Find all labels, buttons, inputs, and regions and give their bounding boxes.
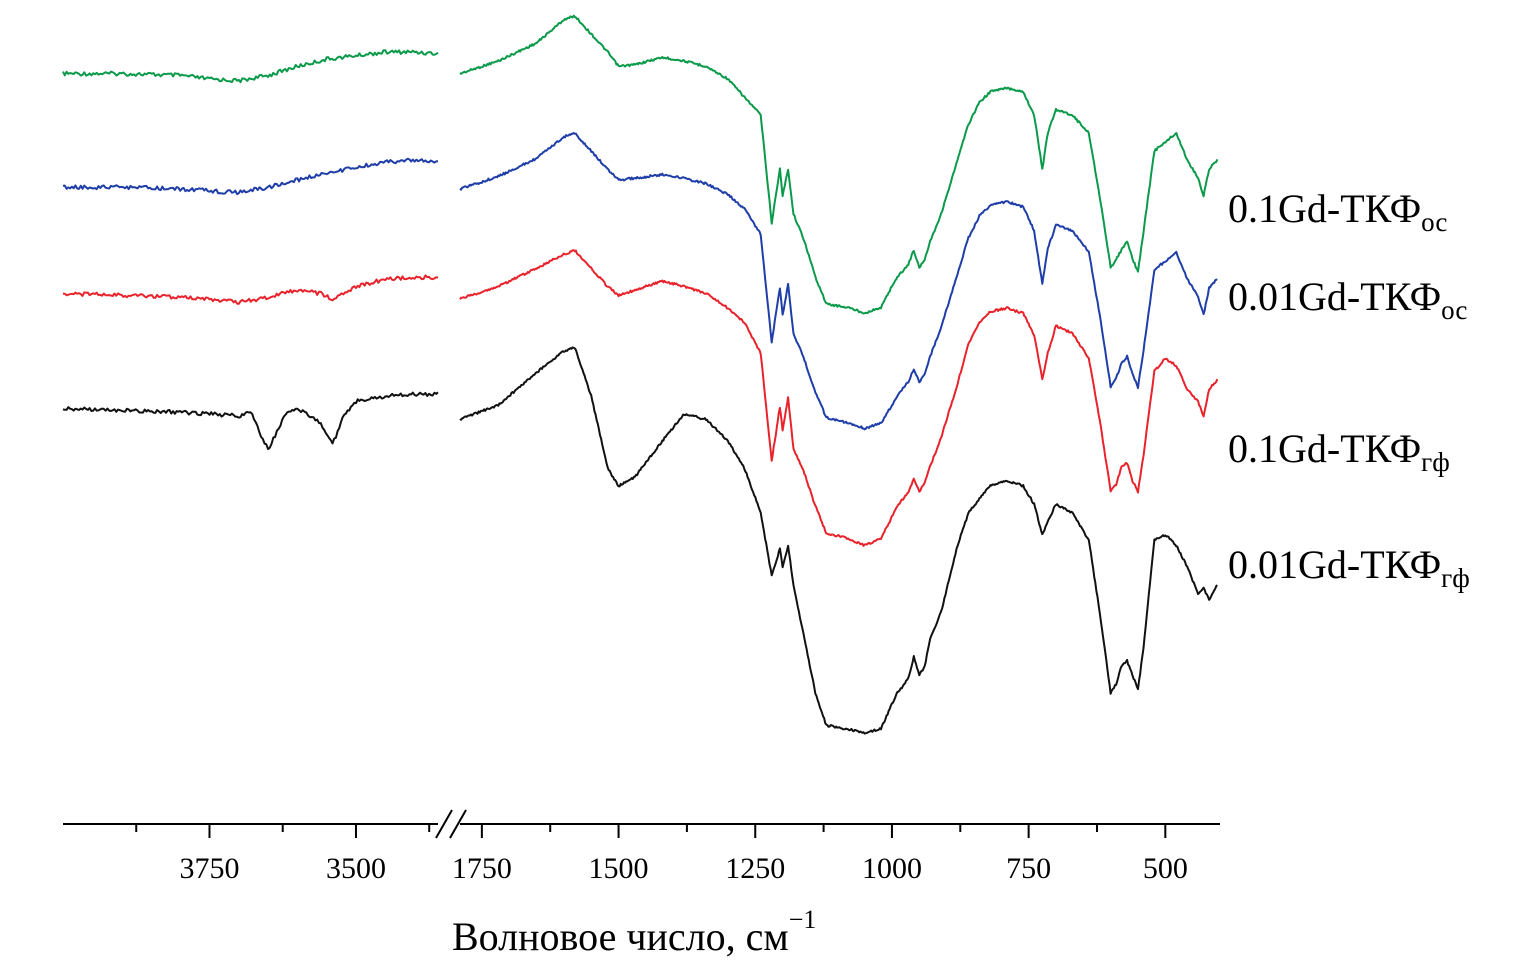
x-axis-title-superscript: −1 xyxy=(789,905,817,934)
legend-entry-subscript: ос xyxy=(1441,295,1467,325)
legend-entry-subscript: гф xyxy=(1421,447,1450,477)
x-tick-label: 1500 xyxy=(589,852,649,885)
series-layer xyxy=(62,14,1219,735)
series-line-2-low xyxy=(459,132,1218,431)
legend-entry-2: 0.01Gd-ТКФос xyxy=(1228,274,1467,325)
axis-break-mark xyxy=(449,809,467,839)
x-tick-label: 3750 xyxy=(179,852,239,885)
legend-entry-name: 0.1Gd-ТКФ xyxy=(1228,426,1421,471)
x-tick-label: 500 xyxy=(1143,852,1188,885)
legend-entry-subscript: ос xyxy=(1421,207,1447,237)
x-tick-label: 3500 xyxy=(326,852,386,885)
series-line-3-high xyxy=(62,274,439,305)
legend-entry-3: 0.1Gd-ТКФгф xyxy=(1228,426,1450,477)
x-ticks: 3750 3500 1750 1500 1250 1000 750 500 xyxy=(135,824,1188,885)
x-axis xyxy=(63,809,1220,839)
legend: 0.1Gd-ТКФос0.01Gd-ТКФос0.1Gd-ТКФгф0.01Gd… xyxy=(1228,186,1470,593)
series-line-4-high xyxy=(62,391,439,451)
series-line-4-low xyxy=(459,346,1218,735)
x-tick-label: 1250 xyxy=(725,852,785,885)
series-line-1-high xyxy=(62,49,439,84)
x-axis-title: Волновое число, см−1 xyxy=(452,905,816,959)
legend-entry-1: 0.1Gd-ТКФос xyxy=(1228,186,1447,237)
legend-entry-name: 0.01Gd-ТКФ xyxy=(1228,274,1441,319)
legend-entry-name: 0.1Gd-ТКФ xyxy=(1228,186,1421,231)
x-tick-label: 1750 xyxy=(452,852,512,885)
series-line-2-high xyxy=(62,157,439,196)
x-tick-label: 750 xyxy=(1006,852,1051,885)
legend-entry-4: 0.01Gd-ТКФгф xyxy=(1228,542,1470,593)
series-line-3-low xyxy=(459,249,1219,547)
legend-entry-subscript: гф xyxy=(1441,563,1470,593)
legend-entry-name: 0.01Gd-ТКФ xyxy=(1228,542,1441,587)
axis-break-mark xyxy=(435,809,453,839)
series-line-1-low xyxy=(459,14,1219,315)
x-tick-label: 1000 xyxy=(862,852,922,885)
